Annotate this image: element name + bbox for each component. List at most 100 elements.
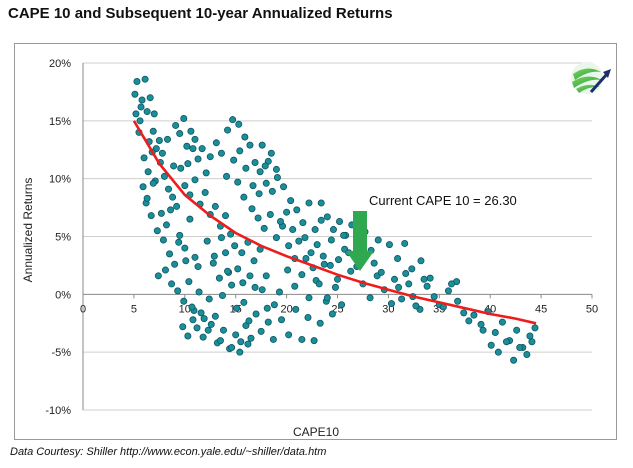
data-point: [159, 236, 167, 244]
data-point: [143, 108, 151, 116]
data-point: [465, 317, 473, 325]
data-point: [284, 266, 292, 274]
y-tick-label: 20%: [49, 58, 71, 70]
data-point: [254, 214, 262, 222]
data-point: [246, 141, 254, 149]
data-point: [140, 154, 148, 162]
annotation-label: Current CAPE 10 = 26.30: [369, 193, 517, 208]
data-point: [201, 189, 209, 197]
data-point: [217, 234, 225, 242]
data-point: [187, 127, 195, 135]
data-point: [412, 302, 420, 310]
data-point: [310, 337, 318, 345]
y-tick-label: 10%: [49, 174, 71, 186]
data-point: [298, 271, 306, 279]
data-point: [169, 193, 177, 201]
data-point: [260, 224, 268, 232]
data-point: [328, 310, 336, 318]
data-point: [184, 332, 192, 340]
data-point: [168, 280, 176, 288]
data-point: [200, 315, 208, 323]
data-point: [150, 110, 158, 118]
data-point: [204, 326, 212, 334]
data-point: [183, 142, 191, 150]
current-cape-arrow: [346, 211, 374, 271]
data-point: [479, 326, 487, 334]
data-point: [338, 301, 346, 309]
data-points: [131, 75, 539, 364]
data-point: [510, 356, 518, 364]
data-point: [163, 135, 171, 143]
data-point: [217, 149, 225, 157]
data-point: [317, 216, 325, 224]
data-point: [498, 318, 506, 326]
data-point: [255, 190, 263, 198]
chart-frame: [14, 43, 617, 440]
y-tick-label: 5%: [55, 232, 71, 244]
data-point: [295, 237, 303, 245]
y-axis-label: Annualized Returns: [21, 178, 35, 283]
data-point: [385, 241, 393, 249]
data-point: [189, 145, 197, 153]
data-point: [146, 94, 154, 102]
data-point: [387, 300, 395, 308]
data-point: [426, 274, 434, 282]
data-point: [247, 334, 255, 342]
data-point: [181, 244, 189, 252]
data-point: [285, 242, 293, 250]
data-point: [262, 179, 270, 187]
data-point: [319, 252, 327, 260]
data-point: [144, 168, 152, 176]
data-point: [291, 282, 299, 290]
data-point: [405, 280, 413, 288]
data-point: [155, 136, 163, 144]
y-tick-label: -5%: [51, 347, 71, 359]
data-point: [526, 332, 534, 340]
data-point: [232, 331, 240, 339]
data-point: [161, 266, 169, 274]
data-source-note: Data Courtesy: Shiller http://www.econ.y…: [10, 446, 327, 458]
x-axis-label: CAPE10: [293, 425, 339, 439]
data-point: [408, 265, 416, 273]
data-point: [487, 341, 495, 349]
data-point: [149, 179, 157, 187]
data-point: [272, 234, 280, 242]
data-point: [423, 282, 431, 290]
data-point: [165, 185, 173, 193]
x-tick-label: 45: [535, 303, 547, 315]
data-point: [223, 172, 231, 180]
data-point: [236, 147, 244, 155]
data-point: [131, 90, 139, 98]
data-point: [305, 199, 313, 207]
data-point: [278, 316, 286, 324]
data-point: [523, 350, 531, 358]
data-point: [176, 130, 184, 138]
data-point: [141, 75, 149, 83]
data-point: [315, 280, 323, 288]
data-point: [285, 331, 293, 339]
data-point: [195, 288, 203, 296]
data-point: [199, 333, 207, 341]
data-point: [210, 252, 218, 260]
data-point: [167, 206, 175, 214]
data-point: [206, 153, 214, 161]
data-point: [162, 221, 170, 229]
data-point: [228, 344, 236, 352]
data-point: [398, 295, 406, 303]
data-point: [137, 103, 145, 111]
data-point: [275, 288, 283, 296]
data-point: [202, 169, 210, 177]
data-point: [266, 211, 274, 219]
data-point: [248, 205, 256, 213]
data-point: [238, 249, 246, 257]
data-point: [185, 278, 193, 286]
data-point: [211, 202, 219, 210]
data-point: [191, 135, 199, 143]
data-point: [218, 291, 226, 299]
data-point: [276, 217, 284, 225]
data-point: [269, 335, 277, 343]
data-point: [454, 297, 462, 305]
data-point: [258, 141, 266, 149]
data-point: [215, 274, 223, 282]
data-point: [316, 319, 324, 327]
